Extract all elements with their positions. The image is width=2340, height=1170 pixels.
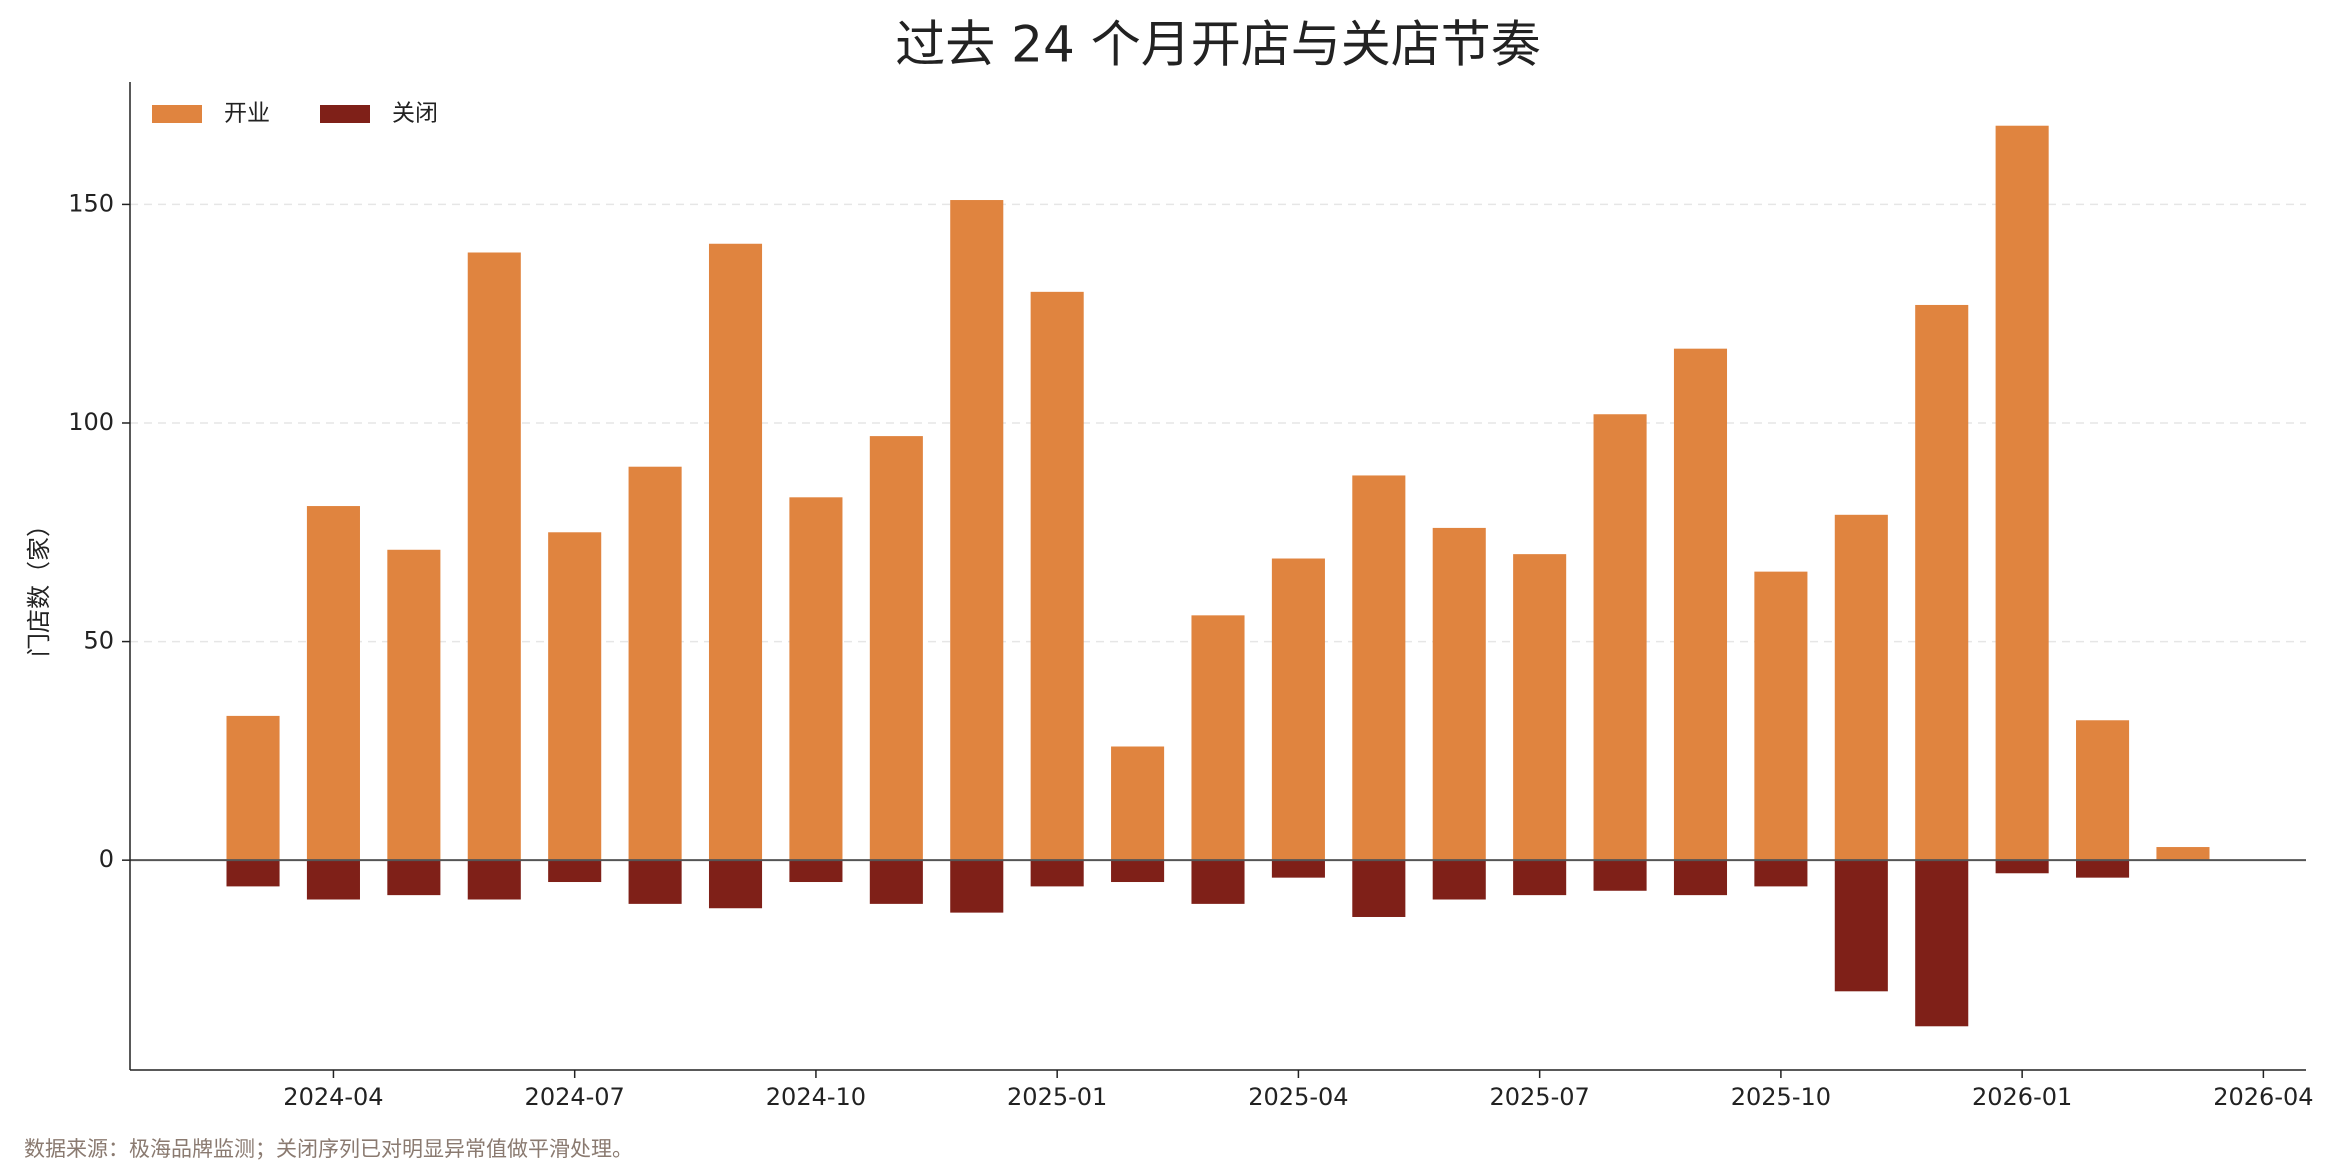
- bar: [1513, 554, 1567, 861]
- source-note: 数据来源：极海品牌监测；关闭序列已对明显异常值做平滑处理。: [24, 1137, 633, 1161]
- x-tick-label: 2025-01: [1007, 1083, 1107, 1111]
- x-tick-label: 2025-10: [1731, 1083, 1831, 1111]
- x-tick-label: 2025-07: [1490, 1083, 1590, 1111]
- bar: [708, 243, 763, 861]
- bar: [2076, 720, 2130, 861]
- bar: [226, 860, 280, 887]
- bar: [1754, 571, 1808, 861]
- legend-label: 关闭: [392, 101, 438, 127]
- chart-title: 过去 24 个月开店与关店节奏: [895, 16, 1540, 74]
- bar: [306, 860, 360, 900]
- bar: [950, 200, 1004, 861]
- bar: [1593, 414, 1647, 861]
- bar: [1271, 558, 1325, 861]
- bar: [1915, 304, 1969, 861]
- x-tick-label: 2024-07: [525, 1083, 625, 1111]
- bar: [1593, 860, 1647, 891]
- bar: [2156, 847, 2210, 861]
- bar: [1754, 860, 1808, 887]
- bar: [1191, 860, 1245, 904]
- bar: [387, 860, 441, 896]
- bar: [1834, 860, 1888, 992]
- x-tick-label: 2024-10: [766, 1083, 866, 1111]
- bar: [1513, 860, 1567, 896]
- bar: [548, 532, 602, 861]
- bar: [1191, 615, 1245, 861]
- y-tick-label: 0: [99, 845, 114, 873]
- bar: [1995, 125, 2049, 861]
- bar: [306, 506, 360, 861]
- bar: [1673, 348, 1728, 861]
- bar: [1352, 860, 1406, 917]
- bar: [1111, 746, 1165, 861]
- bar: [1432, 527, 1486, 861]
- bar: [1030, 860, 1084, 887]
- y-tick-label: 150: [68, 189, 114, 217]
- bar: [789, 497, 843, 861]
- bar: [628, 466, 682, 861]
- bar: [226, 715, 280, 861]
- legend-swatch: [152, 105, 202, 123]
- bar: [467, 860, 521, 900]
- bar: [387, 549, 441, 861]
- bar: [789, 860, 843, 883]
- bar: [1030, 291, 1084, 861]
- x-tick-label: 2025-04: [1248, 1083, 1348, 1111]
- legend-swatch: [320, 105, 370, 123]
- y-axis-label: 门店数（家）: [25, 513, 53, 657]
- bar: [869, 860, 923, 904]
- bar: [2076, 860, 2130, 878]
- y-tick-label: 50: [83, 627, 114, 655]
- bar: [869, 436, 923, 861]
- bar: [1915, 860, 1969, 1027]
- bar: [1834, 514, 1888, 861]
- bar: [467, 252, 521, 861]
- bar: [1271, 860, 1325, 878]
- legend-label: 开业: [224, 101, 270, 127]
- bar: [548, 860, 602, 883]
- bar: [1432, 860, 1486, 900]
- y-tick-label: 100: [68, 408, 114, 436]
- bar: [1352, 475, 1406, 861]
- bar: [1111, 860, 1165, 883]
- bar: [628, 860, 682, 904]
- x-tick-label: 2024-04: [283, 1083, 383, 1111]
- bar: [1995, 860, 2049, 874]
- bar: [950, 860, 1004, 913]
- x-tick-label: 2026-04: [2213, 1083, 2313, 1111]
- bar: [708, 860, 763, 909]
- bar: [1673, 860, 1728, 896]
- x-tick-label: 2026-01: [1972, 1083, 2072, 1111]
